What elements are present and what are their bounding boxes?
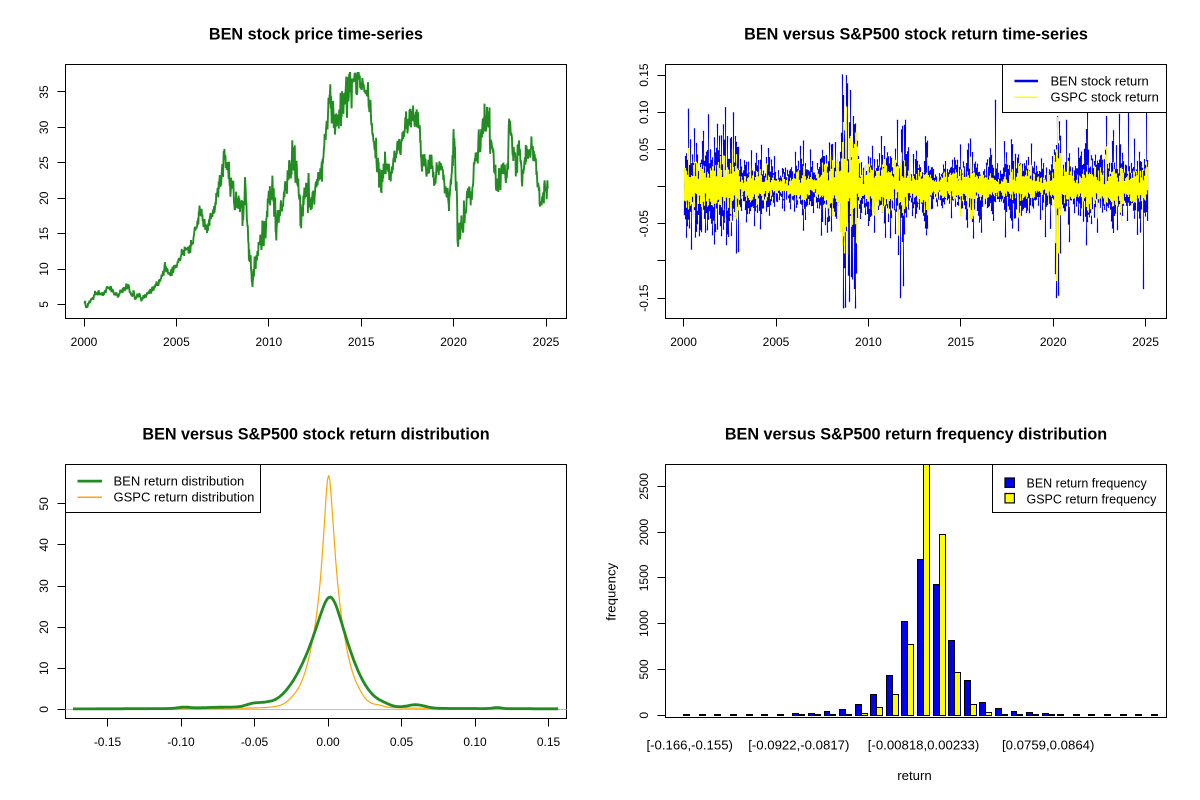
svg-text:2015: 2015	[947, 335, 974, 349]
svg-text:2000: 2000	[71, 335, 98, 349]
svg-text:-0.10: -0.10	[167, 735, 195, 749]
svg-text:2500: 2500	[637, 473, 651, 500]
svg-text:10: 10	[37, 661, 51, 675]
svg-text:15: 15	[37, 227, 51, 241]
svg-text:20: 20	[37, 191, 51, 205]
svg-text:BEN versus S&P500 stock return: BEN versus S&P500 stock return time-seri…	[744, 26, 1088, 44]
svg-text:0.15: 0.15	[537, 735, 561, 749]
svg-text:30: 30	[37, 579, 51, 593]
svg-text:5: 5	[37, 301, 51, 308]
svg-text:BEN versus S&P500 stock return: BEN versus S&P500 stock return distribut…	[142, 426, 489, 444]
svg-text:2020: 2020	[440, 335, 467, 349]
svg-text:-0.15: -0.15	[637, 284, 651, 312]
svg-text:0: 0	[37, 706, 51, 713]
svg-text:[0.0759,0.0864): [0.0759,0.0864)	[1002, 738, 1094, 753]
svg-text:2010: 2010	[255, 335, 282, 349]
svg-text:BEN stock price time-series: BEN stock price time-series	[209, 26, 423, 44]
svg-text:2005: 2005	[163, 335, 190, 349]
svg-text:500: 500	[637, 659, 651, 679]
svg-text:1000: 1000	[637, 610, 651, 637]
svg-text:2025: 2025	[533, 335, 560, 349]
svg-text:GSPC return distribution: GSPC return distribution	[114, 490, 255, 505]
svg-text:frequency: frequency	[604, 562, 619, 620]
svg-text:30: 30	[37, 120, 51, 134]
svg-text:2000: 2000	[670, 335, 697, 349]
svg-text:return: return	[897, 768, 931, 783]
svg-text:2005: 2005	[763, 335, 790, 349]
svg-text:0: 0	[637, 712, 651, 719]
svg-text:50: 50	[37, 497, 51, 511]
svg-text:-0.05: -0.05	[637, 210, 651, 238]
svg-text:2010: 2010	[855, 335, 882, 349]
svg-text:GSPC stock return: GSPC stock return	[1051, 90, 1159, 105]
svg-text:-0.05: -0.05	[241, 735, 269, 749]
svg-text:2000: 2000	[637, 518, 651, 545]
svg-text:0.10: 0.10	[463, 735, 487, 749]
svg-text:BEN stock return: BEN stock return	[1051, 73, 1149, 88]
svg-text:BEN versus S&P500 return frequ: BEN versus S&P500 return frequency distr…	[725, 426, 1107, 444]
svg-text:BEN return frequency: BEN return frequency	[1027, 477, 1148, 491]
svg-text:2020: 2020	[1040, 335, 1067, 349]
svg-text:40: 40	[37, 538, 51, 552]
svg-text:-0.15: -0.15	[94, 735, 122, 749]
svg-text:GSPC return frequency: GSPC return frequency	[1027, 492, 1158, 506]
svg-text:1500: 1500	[637, 564, 651, 591]
svg-text:2015: 2015	[348, 335, 375, 349]
svg-text:[-0.00818,0.00233): [-0.00818,0.00233)	[868, 738, 979, 753]
svg-text:25: 25	[37, 156, 51, 170]
svg-text:[-0.0922,-0.0817): [-0.0922,-0.0817)	[748, 738, 849, 753]
svg-text:2025: 2025	[1132, 335, 1159, 349]
svg-text:20: 20	[37, 620, 51, 634]
svg-text:0.00: 0.00	[316, 735, 340, 749]
svg-text:0.15: 0.15	[637, 63, 651, 87]
svg-text:35: 35	[37, 85, 51, 99]
svg-text:BEN return distribution: BEN return distribution	[114, 474, 245, 489]
svg-text:10: 10	[37, 262, 51, 276]
svg-text:0.05: 0.05	[390, 735, 414, 749]
svg-text:0.05: 0.05	[637, 137, 651, 161]
svg-text:0.10: 0.10	[637, 100, 651, 124]
svg-text:[-0.166,-0.155): [-0.166,-0.155)	[646, 738, 733, 753]
